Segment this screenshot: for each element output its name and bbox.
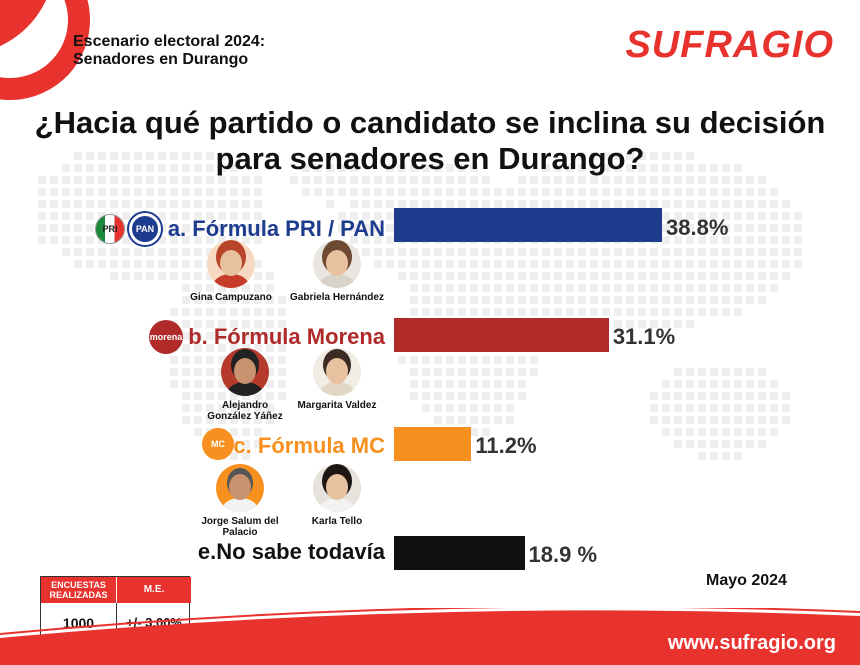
brand-logo: SUFRAGIO xyxy=(625,24,834,66)
bar-morena xyxy=(394,318,609,352)
candidate-name: Alejandro González Yáñez xyxy=(207,400,283,422)
candidate-photo xyxy=(313,240,361,288)
pri-logo: PRI xyxy=(95,214,125,244)
subtitle-line-2: Senadores en Durango xyxy=(73,51,249,68)
candidate-photo xyxy=(221,348,269,396)
candidate-name: Gabriela Hernández xyxy=(290,292,384,303)
candidate-photo xyxy=(216,464,264,512)
bar-label-pri-pan: a. Fórmula PRI / PAN xyxy=(167,216,385,241)
candidate-margarita-valdez: Margarita Valdez xyxy=(272,348,402,411)
pan-logo-text: PAN xyxy=(135,224,155,234)
survey-date: Mayo 2024 xyxy=(706,572,787,589)
candidate-name: Karla Tello xyxy=(311,516,363,527)
footer-band xyxy=(0,608,860,665)
bar-label-mc: c. Fórmula MC xyxy=(233,433,385,458)
chart-title-line-1: ¿Hacia qué partido o candidato se inclin… xyxy=(34,105,826,140)
bar-value-mc: 11.2% xyxy=(475,433,537,458)
candidate-photo xyxy=(207,240,255,288)
mc-logo-text: MC xyxy=(211,439,225,449)
bar-value-morena: 31.1% xyxy=(612,324,676,349)
candidate-photo xyxy=(313,348,361,396)
chart-title-line-2: para senadores en Durango? xyxy=(215,141,645,176)
bar-value-no-sabe: 18.9 % xyxy=(528,542,598,567)
candidate-gina-campuzano: Gina Campuzano xyxy=(166,240,296,303)
bar-mc xyxy=(394,427,472,461)
candidate-photo xyxy=(313,464,361,512)
mc-logo: MC xyxy=(202,428,234,460)
bar-pri-pan xyxy=(394,208,662,242)
pan-logo: PAN xyxy=(129,213,161,245)
bar-label-no-sabe: e.No sabe todavía xyxy=(197,539,385,564)
bar-label-morena: b. Fórmula Morena xyxy=(188,324,385,349)
subtitle-line-1: Escenario electoral 2024: xyxy=(73,33,266,50)
candidate-jorge-salum-del-palacio: Jorge Salum del Palacio xyxy=(175,464,305,538)
footer-website-link[interactable]: www.sufragio.org xyxy=(667,632,836,654)
candidate-name: Gina Campuzano xyxy=(190,292,272,303)
morena-logo-text: morena xyxy=(149,332,183,342)
margin-error-header: M.E. xyxy=(116,577,191,603)
candidate-alejandro-gonzalez-yanez: Alejandro González Yáñez xyxy=(180,348,310,422)
chart-title: ¿Hacia qué partido o candidato se inclin… xyxy=(0,105,860,177)
morena-logo: morena xyxy=(149,320,183,354)
bar-value-pri-pan: 38.8% xyxy=(666,215,729,240)
survey-count-header: ENCUESTAS REALIZADAS xyxy=(41,577,116,603)
candidate-name: Margarita Valdez xyxy=(297,400,377,411)
candidate-gabriela-hernandez: Gabriela Hernández xyxy=(272,240,402,303)
survey-subtitle: Escenario electoral 2024: Senadores en D… xyxy=(73,33,265,69)
candidate-karla-tello: Karla Tello xyxy=(272,464,402,527)
pri-logo-text: PRI xyxy=(102,224,118,234)
candidate-name: Jorge Salum del Palacio xyxy=(201,516,279,538)
bar-no-sabe xyxy=(394,536,525,570)
